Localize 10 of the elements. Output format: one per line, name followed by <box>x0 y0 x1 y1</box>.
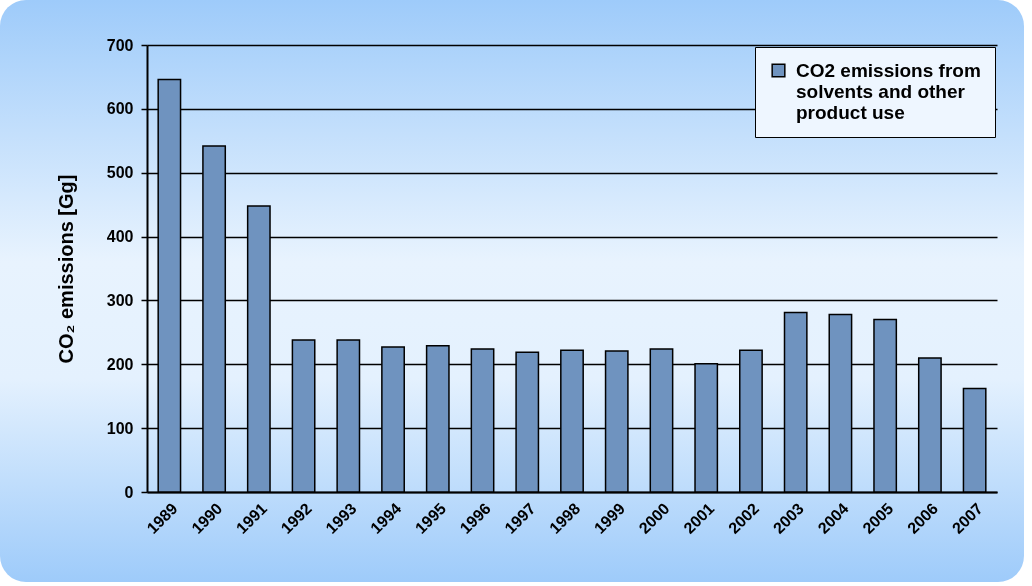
y-tick-label: 100 <box>106 419 134 437</box>
y-axis-title: CO₂ emissions [Gg] <box>54 174 77 364</box>
y-tick-label: 0 <box>124 483 134 501</box>
legend-label: CO2 emissions from solvents and other product use <box>796 59 981 123</box>
y-tick-label: 600 <box>106 100 134 118</box>
y-tick-label: 700 <box>106 36 134 54</box>
y-tick-label: 300 <box>106 291 134 309</box>
y-tick-label: 400 <box>106 228 134 246</box>
y-tick-label: 200 <box>106 355 134 373</box>
y-tick-label: 500 <box>106 164 134 182</box>
